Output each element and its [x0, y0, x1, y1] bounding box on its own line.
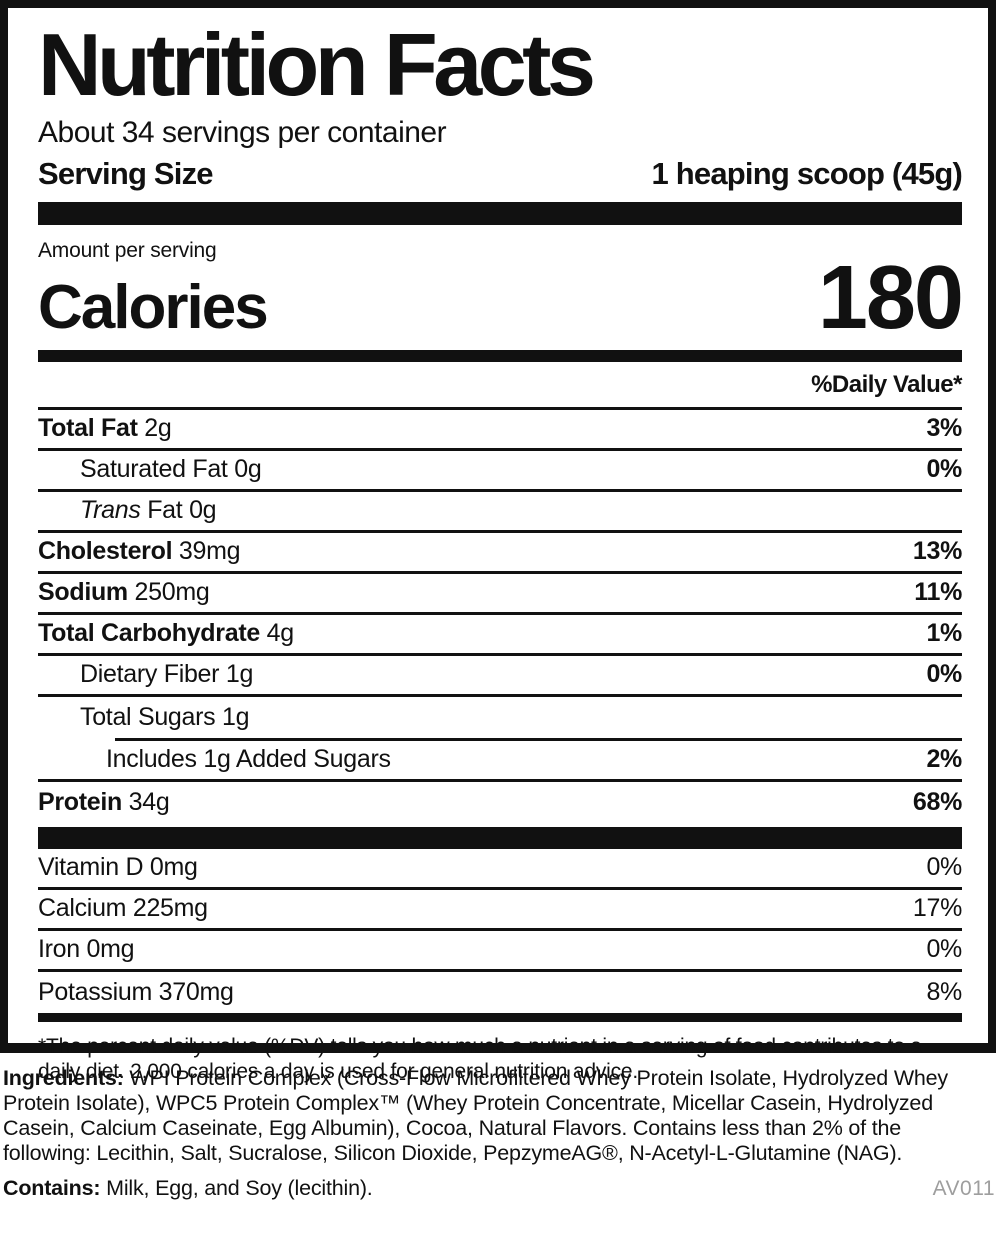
row-name: Dietary Fiber 1g	[80, 660, 253, 689]
row-percent: 8%	[926, 977, 962, 1006]
row-name-rest: 250mg	[127, 578, 210, 607]
row-name: Total Carbohydrate 4g	[38, 619, 294, 648]
product-code: AV011	[932, 1177, 995, 1200]
row-name-bold: Total Carbohydrate	[38, 619, 260, 648]
row-percent: 1%	[926, 619, 962, 648]
row-name-rest: Saturated Fat 0g	[80, 455, 262, 484]
serving-size-label: Serving Size	[38, 155, 214, 191]
row-percent: 17%	[912, 894, 962, 923]
row-percent: 0%	[926, 935, 962, 964]
calories-label: Calories	[38, 272, 269, 342]
row-percent: 0%	[926, 660, 962, 689]
row-name: Calcium 225mg	[38, 894, 208, 923]
row-name-bold: Sodium	[38, 578, 128, 607]
thick-divider-footnote	[38, 1012, 962, 1022]
nutrient-row-trans-fat: Trans Fat 0g	[38, 492, 962, 533]
row-name-rest: Vitamin D 0mg	[38, 853, 198, 882]
nutrient-row-added-sugars: Includes 1g Added Sugars 2%	[38, 741, 962, 782]
daily-value-header: %Daily Value*	[38, 362, 963, 410]
row-name: Saturated Fat 0g	[80, 455, 262, 484]
nutrient-row-protein: Protein 34g 68%	[38, 782, 962, 823]
row-name: Trans Fat 0g	[80, 496, 217, 525]
row-name-rest: Fat 0g	[140, 496, 217, 525]
row-name: Total Sugars 1g	[80, 702, 250, 732]
contains-row: Contains: Milk, Egg, and Soy (lecithin).…	[3, 1176, 995, 1201]
nutrient-row-total-fat: Total Fat 2g 3%	[38, 410, 962, 451]
row-name-rest: 34g	[122, 787, 170, 816]
row-name: Vitamin D 0mg	[38, 853, 198, 882]
contains-label: Contains:	[3, 1176, 101, 1200]
micronutrient-row-calcium: Calcium 225mg 17%	[38, 890, 962, 931]
row-name: Potassium 370mg	[38, 978, 234, 1007]
row-name-rest: Total Sugars 1g	[80, 702, 250, 731]
micronutrient-row-potassium: Potassium 370mg 8%	[38, 972, 962, 1013]
nutrient-row-cholesterol: Cholesterol 39mg 13%	[38, 533, 962, 574]
row-name-rest: 4g	[259, 619, 295, 648]
row-name: Includes 1g Added Sugars	[106, 745, 391, 774]
row-name: Total Fat 2g	[38, 414, 172, 443]
serving-size-value: 1 heaping scoop (45g)	[651, 155, 963, 191]
row-name-italic: Trans	[80, 496, 141, 525]
added-sugars-subdivider	[115, 737, 962, 741]
thick-divider-protein	[38, 826, 962, 849]
nutrient-row-dietary-fiber: Dietary Fiber 1g 0%	[38, 656, 962, 697]
row-name-rest: Calcium 225mg	[38, 894, 208, 923]
row-name: Cholesterol 39mg	[38, 537, 241, 566]
row-name-rest: Potassium 370mg	[38, 977, 234, 1006]
row-name-bold: Total Fat	[38, 414, 138, 443]
thick-divider-calories	[38, 349, 962, 362]
ingredients-paragraph: Ingredients: WPI Protein Complex (Cross-…	[3, 1066, 971, 1166]
row-percent: 0%	[926, 853, 962, 882]
row-percent: 2%	[926, 745, 962, 774]
ingredients-text: WPI Protein Complex (Cross-Flow Microfil…	[3, 1066, 948, 1165]
contains-paragraph: Contains: Milk, Egg, and Soy (lecithin).	[3, 1176, 373, 1201]
thick-divider-top	[38, 201, 962, 225]
row-name-bold: Cholesterol	[38, 537, 173, 566]
nutrient-row-total-carbohydrate: Total Carbohydrate 4g 1%	[38, 615, 962, 656]
row-name: Sodium 250mg	[38, 578, 210, 607]
servings-per-container: About 34 servings per container	[38, 115, 447, 149]
daily-value-footnote: *The percent daily value (%DV) tells you…	[38, 1034, 922, 1083]
row-percent: 3%	[926, 414, 962, 443]
row-name-rest: Iron 0mg	[38, 935, 135, 964]
row-name-rest: Includes 1g Added Sugars	[106, 745, 391, 774]
row-name-rest: Dietary Fiber 1g	[80, 660, 254, 689]
nutrition-facts-title: Nutrition Facts	[38, 15, 596, 114]
row-percent: 68%	[912, 787, 962, 816]
calories-value: 180	[817, 247, 964, 348]
row-name: Protein 34g	[38, 788, 170, 817]
ingredients-label: Ingredients:	[3, 1066, 124, 1090]
nutrient-row-total-sugars: Total Sugars 1g	[38, 697, 962, 738]
contains-text: Milk, Egg, and Soy (lecithin).	[100, 1176, 373, 1200]
row-name-rest: 2g	[137, 414, 172, 443]
calories-row: Calories 180	[38, 247, 964, 348]
row-percent: 11%	[914, 578, 962, 607]
nutrient-row-saturated-fat: Saturated Fat 0g 0%	[38, 451, 962, 492]
row-name-bold: Protein	[38, 787, 123, 816]
row-percent: 13%	[912, 537, 962, 566]
row-name-rest: 39mg	[172, 537, 241, 566]
amount-per-serving-label: Amount per serving	[38, 238, 217, 262]
nutrition-facts-panel: Nutrition Facts About 34 servings per co…	[0, 0, 996, 1083]
nutrient-row-sodium: Sodium 250mg 11%	[38, 574, 962, 615]
micronutrient-row-iron: Iron 0mg 0%	[38, 931, 962, 972]
micronutrient-row-vitamin-d: Vitamin D 0mg 0%	[38, 849, 962, 890]
row-percent: 0%	[926, 455, 962, 484]
row-name: Iron 0mg	[38, 935, 135, 964]
serving-size-row: Serving Size 1 heaping scoop (45g)	[38, 155, 963, 191]
